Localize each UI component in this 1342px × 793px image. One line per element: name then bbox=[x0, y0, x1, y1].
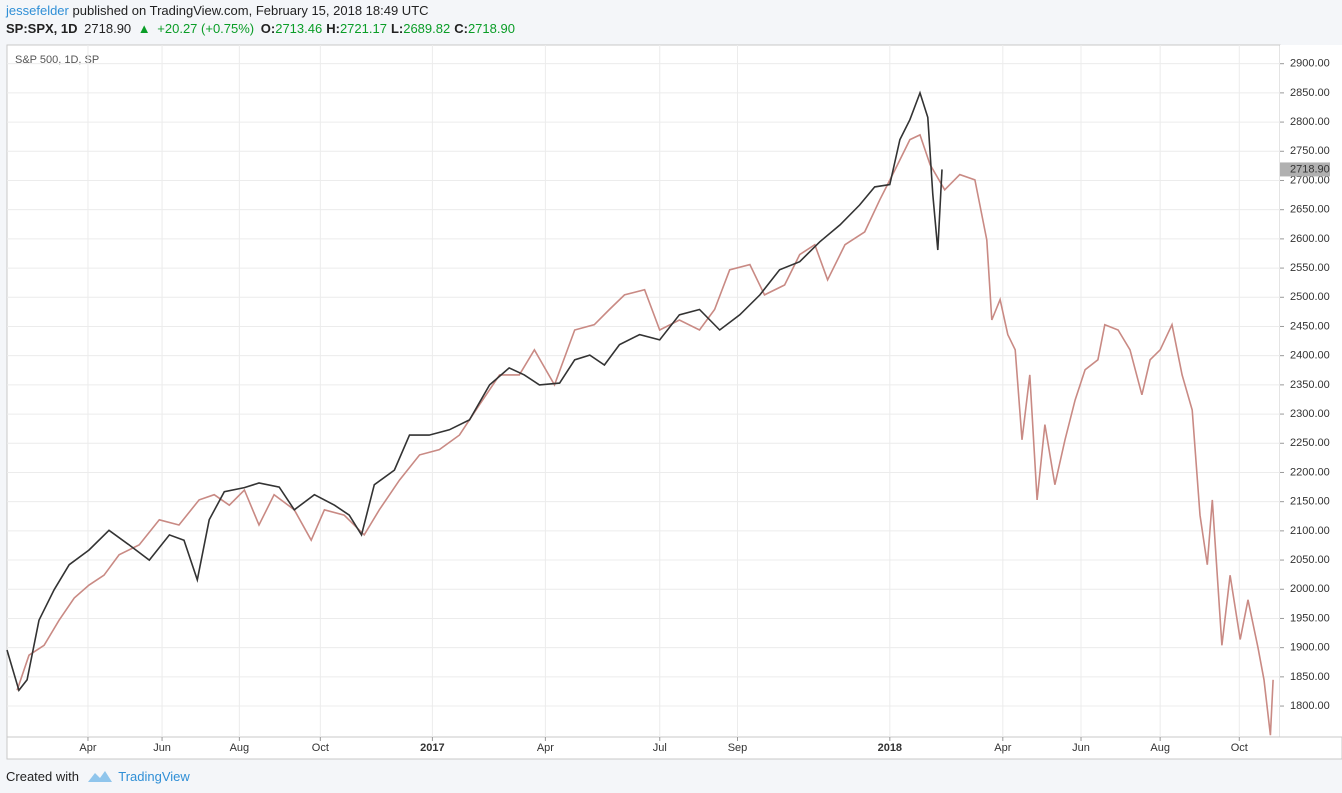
y-tick-label: 2350.00 bbox=[1290, 379, 1330, 391]
y-axis-area bbox=[1280, 45, 1342, 737]
y-tick-label: 1850.00 bbox=[1290, 671, 1330, 683]
x-tick-label: Apr bbox=[79, 742, 96, 754]
symbol: SP:SPX, 1D bbox=[6, 21, 78, 36]
ohlc-value: 2713.46 bbox=[275, 21, 323, 36]
x-tick-label: Apr bbox=[994, 742, 1011, 754]
chart: S&P 500, 1D, SP 1800.00 1850.00 1900.00 195… bbox=[6, 44, 1342, 760]
author[interactable]: jessefelder bbox=[6, 3, 69, 18]
y-tick-label: 1900.00 bbox=[1290, 642, 1330, 654]
ohlc-key: O: bbox=[260, 21, 276, 36]
ohlc-key: C: bbox=[454, 21, 468, 36]
y-tick-label: 2450.00 bbox=[1290, 320, 1330, 332]
y-tick-label: 2850.00 bbox=[1290, 87, 1330, 99]
grid bbox=[7, 45, 1280, 737]
x-tick-label: Jun bbox=[1072, 742, 1090, 754]
x-tick-label: Jul bbox=[653, 742, 667, 754]
created: Created with bbox=[6, 769, 79, 784]
x-tick-label: Apr bbox=[537, 742, 554, 754]
ohlc-key: H: bbox=[326, 21, 340, 36]
y-tick-label: 2000.00 bbox=[1290, 583, 1330, 595]
y-tick-label: 1950.00 bbox=[1290, 612, 1330, 624]
y-tick-label: 2800.00 bbox=[1290, 116, 1330, 128]
ohlc-value: 2689.82 bbox=[403, 21, 451, 36]
x-tick-label: Oct bbox=[1231, 742, 1248, 754]
y-tick-label: 2250.00 bbox=[1290, 437, 1330, 449]
x-tick-label: 2017 bbox=[420, 742, 444, 754]
y-tick-label: 2750.00 bbox=[1290, 145, 1330, 157]
y-tick-label: 2550.00 bbox=[1290, 262, 1330, 274]
last-price-label: 2718.90 bbox=[1290, 163, 1330, 175]
x-tick-label: 2018 bbox=[878, 742, 902, 754]
last: 2718.90 bbox=[84, 21, 132, 36]
y-tick-label: 2600.00 bbox=[1290, 233, 1330, 245]
ohlc-key: L: bbox=[390, 21, 404, 36]
y-tick-label: 2150.00 bbox=[1290, 496, 1330, 508]
plot-area bbox=[6, 44, 1281, 738]
y-tick-label: 2300.00 bbox=[1290, 408, 1330, 420]
y-tick-label: 2500.00 bbox=[1290, 291, 1330, 303]
y-tick-label: 2400.00 bbox=[1290, 350, 1330, 362]
x-tick-label: Aug bbox=[1150, 742, 1170, 754]
x-tick-label: Aug bbox=[230, 742, 250, 754]
up-arrow: ▲ bbox=[137, 21, 151, 36]
series-line bbox=[6, 90, 943, 693]
y-tick-label: 2200.00 bbox=[1290, 466, 1330, 478]
x-tick-label: Jun bbox=[153, 742, 171, 754]
change: +20.27 (+0.75%) bbox=[157, 21, 255, 36]
quote-line: SP:SPX, 1D 2718.90 ▲ +20.27 (+0.75%) O:2… bbox=[6, 21, 522, 36]
x-tick-label: Sep bbox=[728, 742, 748, 754]
last-price-box bbox=[1280, 162, 1330, 177]
y-tick-label: 2900.00 bbox=[1290, 58, 1330, 70]
y-tick-label: 2650.00 bbox=[1290, 204, 1330, 216]
y-tick-label: 2100.00 bbox=[1290, 525, 1330, 537]
y-tick-label: 2050.00 bbox=[1290, 554, 1330, 566]
y-tick-label: 2700.00 bbox=[1290, 174, 1330, 186]
series-line bbox=[16, 133, 1274, 736]
ohlc-value: 2721.17 bbox=[339, 21, 387, 36]
ohlc: O:2713.46 H:2721.17 L:2689.82 C:2718.90 bbox=[261, 21, 519, 36]
footer: Created with TradingView bbox=[6, 767, 190, 784]
brand[interactable]: TradingView bbox=[118, 769, 190, 784]
logo bbox=[87, 771, 112, 782]
ohlc-value: 2718.90 bbox=[467, 21, 515, 36]
x-axis-area bbox=[6, 736, 1342, 760]
legend: S&P 500, 1D, SP bbox=[15, 54, 99, 66]
x-tick-label: Oct bbox=[312, 742, 329, 754]
published: published on TradingView.com, February 1… bbox=[72, 3, 429, 18]
y-tick-label: 1800.00 bbox=[1290, 700, 1330, 712]
publish-line: jessefelder published on TradingView.com… bbox=[6, 3, 429, 18]
